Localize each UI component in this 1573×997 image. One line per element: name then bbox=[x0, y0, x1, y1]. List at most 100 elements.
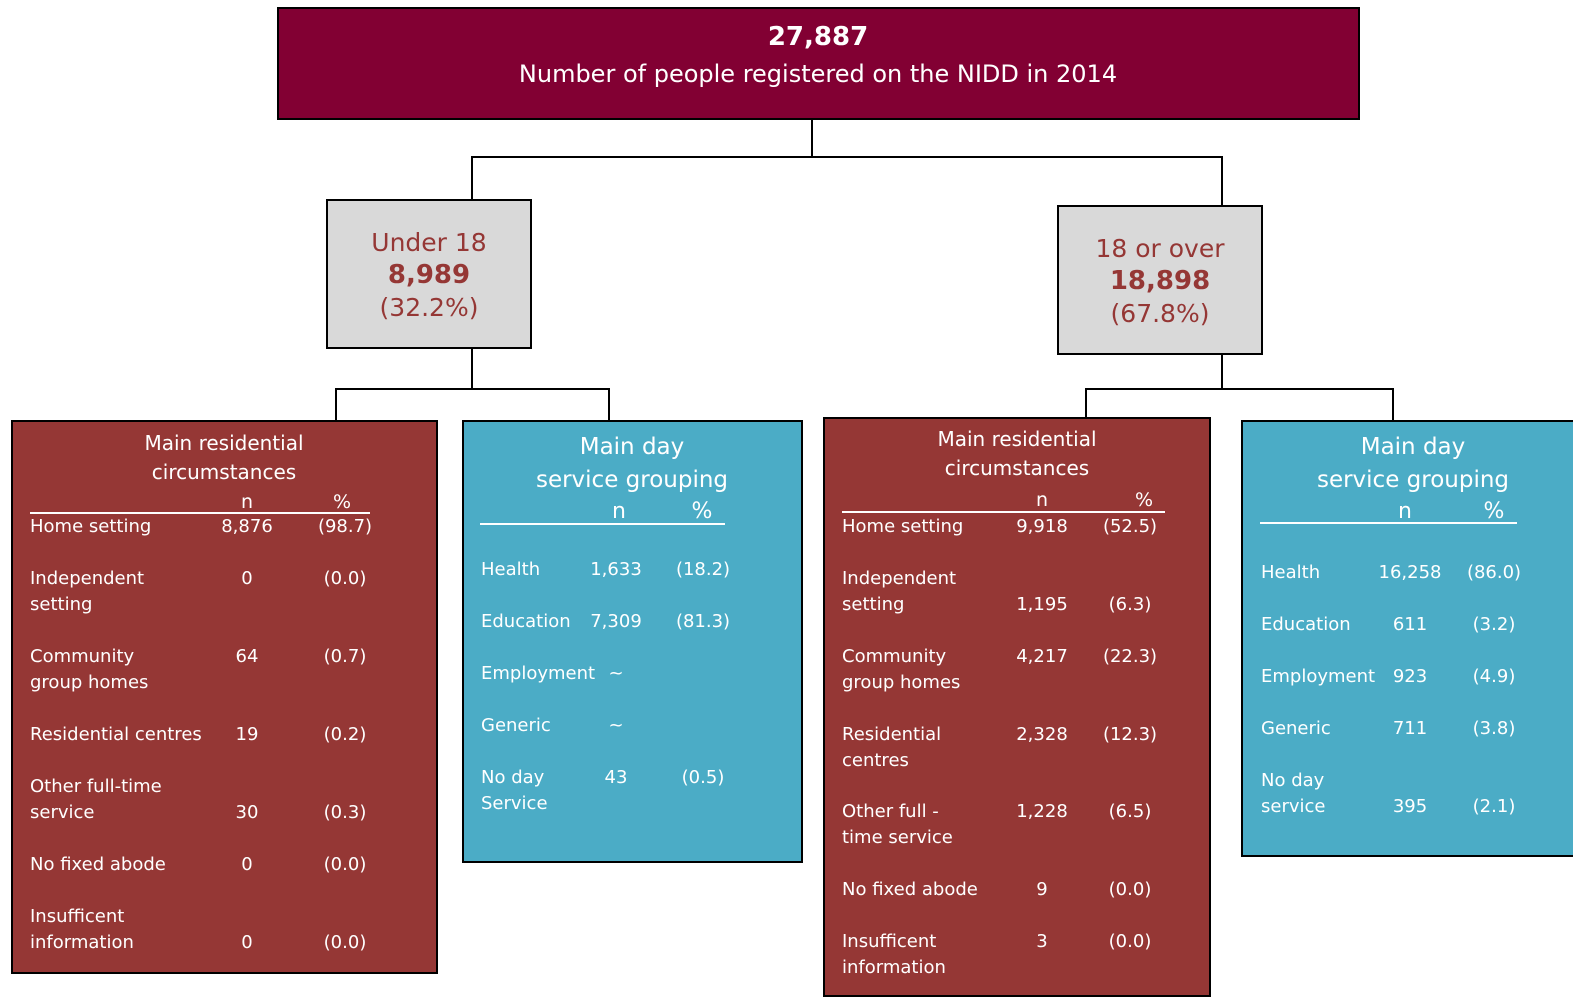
connector bbox=[1085, 388, 1087, 418]
row-label: Insufficent information bbox=[842, 931, 946, 978]
column-header: n bbox=[240, 491, 254, 513]
group-count: 8,989 bbox=[387, 260, 471, 290]
row-label: Home setting bbox=[30, 516, 152, 537]
column-header: n bbox=[1398, 499, 1412, 524]
header-rule bbox=[30, 512, 370, 514]
row-pct: (0.0) bbox=[1108, 879, 1152, 900]
group-label: Under 18 bbox=[371, 228, 487, 257]
row-label: Other full-time service bbox=[30, 776, 162, 823]
row-label: Generic bbox=[1261, 718, 1331, 739]
row-label: Home setting bbox=[842, 516, 964, 537]
header-rule bbox=[480, 523, 725, 525]
row-label: Other full - time service bbox=[842, 801, 953, 848]
row-n: ~ bbox=[608, 663, 624, 684]
root-count: 27,887 bbox=[767, 22, 869, 52]
column-header: % bbox=[1483, 499, 1505, 524]
row-pct: (0.0) bbox=[323, 932, 367, 953]
panel bbox=[462, 420, 803, 863]
connector bbox=[471, 347, 473, 390]
row-n: 9 bbox=[1036, 879, 1048, 900]
row-label: Community group homes bbox=[30, 646, 149, 693]
row-pct: (52.5) bbox=[1102, 516, 1158, 537]
column-header: % bbox=[332, 491, 352, 513]
panel-title: Main day service grouping bbox=[535, 434, 729, 493]
row-pct: (3.2) bbox=[1472, 614, 1516, 635]
connector bbox=[335, 388, 337, 421]
row-n: 0 bbox=[241, 854, 253, 875]
row-pct: (18.2) bbox=[675, 559, 731, 580]
row-pct: (12.3) bbox=[1102, 724, 1158, 745]
row-n: 395 bbox=[1392, 796, 1428, 817]
row-n: 611 bbox=[1392, 614, 1428, 635]
row-pct: (0.7) bbox=[323, 646, 367, 667]
row-pct: (0.5) bbox=[681, 767, 725, 788]
row-label: Residential centres bbox=[30, 724, 202, 745]
connector bbox=[335, 388, 610, 390]
group-share: (67.8%) bbox=[1110, 299, 1210, 328]
connector bbox=[1085, 388, 1394, 390]
row-label: Community group homes bbox=[842, 646, 961, 693]
connector bbox=[1392, 388, 1394, 421]
connector bbox=[608, 388, 610, 421]
header-rule bbox=[1260, 522, 1517, 524]
row-label: No fixed abode bbox=[30, 854, 166, 875]
connector bbox=[471, 156, 1223, 158]
row-n: 9,918 bbox=[1016, 516, 1068, 537]
row-n: ~ bbox=[608, 715, 624, 736]
row-pct: (98.7) bbox=[317, 516, 373, 537]
row-label: No fixed abode bbox=[842, 879, 978, 900]
row-label: Health bbox=[481, 559, 541, 580]
row-pct: (0.0) bbox=[323, 568, 367, 589]
row-label: Education bbox=[481, 611, 571, 632]
row-pct: (6.3) bbox=[1108, 594, 1152, 615]
row-n: 0 bbox=[241, 932, 253, 953]
root-label: Number of people registered on the NIDD … bbox=[518, 60, 1118, 88]
row-n: 43 bbox=[604, 767, 628, 788]
row-n: 0 bbox=[241, 568, 253, 589]
row-n: 711 bbox=[1392, 718, 1428, 739]
group-box bbox=[326, 199, 532, 349]
row-pct: (4.9) bbox=[1472, 666, 1516, 687]
row-pct: (81.3) bbox=[675, 611, 731, 632]
group-label: 18 or over bbox=[1095, 234, 1225, 263]
column-header: n bbox=[1035, 489, 1049, 511]
row-n: 4,217 bbox=[1016, 646, 1068, 667]
column-header: % bbox=[691, 499, 713, 524]
column-header: % bbox=[1134, 489, 1154, 511]
panel-title: Main day service grouping bbox=[1316, 434, 1510, 493]
row-n: 30 bbox=[235, 802, 259, 823]
row-n: 1,633 bbox=[590, 559, 642, 580]
group-share: (32.2%) bbox=[379, 293, 479, 322]
connector bbox=[1221, 353, 1223, 390]
panel bbox=[823, 417, 1211, 997]
row-pct: (6.5) bbox=[1108, 801, 1152, 822]
row-label: Education bbox=[1261, 614, 1351, 635]
root-box bbox=[277, 7, 1360, 120]
connector bbox=[471, 156, 473, 200]
row-pct: (0.0) bbox=[1108, 931, 1152, 952]
row-label: Residential centres bbox=[842, 724, 942, 771]
row-n: 64 bbox=[235, 646, 259, 667]
group-box bbox=[1057, 205, 1263, 355]
row-label: Employment bbox=[481, 663, 596, 684]
row-pct: (2.1) bbox=[1472, 796, 1516, 817]
group-count: 18,898 bbox=[1109, 266, 1211, 296]
row-n: 1,195 bbox=[1016, 594, 1068, 615]
row-n: 19 bbox=[235, 724, 259, 745]
row-label: Insufficent information bbox=[30, 906, 134, 953]
row-pct: (3.8) bbox=[1472, 718, 1516, 739]
row-n: 16,258 bbox=[1378, 562, 1442, 583]
panel bbox=[11, 420, 438, 974]
row-pct: (0.0) bbox=[323, 854, 367, 875]
row-label: Health bbox=[1261, 562, 1321, 583]
row-pct: (22.3) bbox=[1102, 646, 1158, 667]
row-pct: (0.2) bbox=[323, 724, 367, 745]
row-n: 1,228 bbox=[1016, 801, 1068, 822]
row-label: No day service bbox=[1261, 770, 1326, 817]
row-label: Independent setting bbox=[842, 568, 957, 615]
header-rule bbox=[842, 511, 1165, 513]
row-label: Employment bbox=[1261, 666, 1376, 687]
row-pct: (86.0) bbox=[1466, 562, 1522, 583]
row-n: 8,876 bbox=[221, 516, 273, 537]
